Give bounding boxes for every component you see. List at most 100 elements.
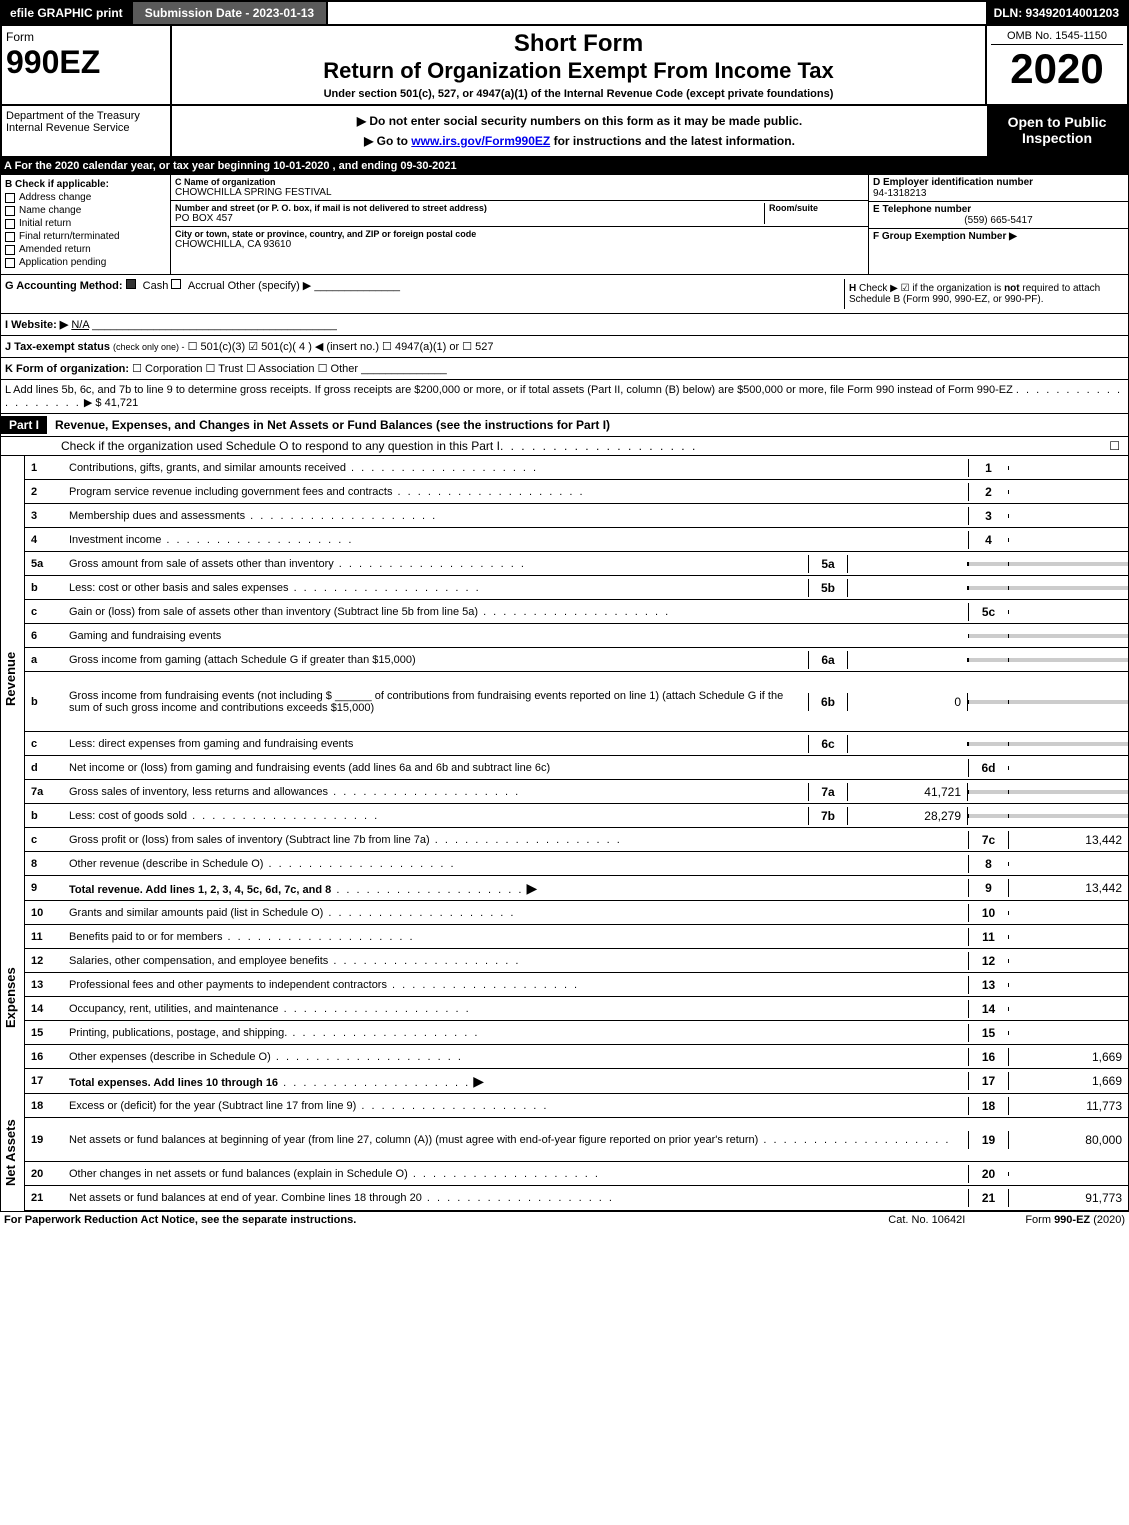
footer-catno: Cat. No. 10642I — [888, 1214, 965, 1226]
h-text1: Check ▶ ☑ if the organization is — [859, 283, 1004, 294]
line-6b: b Gross income from fundraising events (… — [25, 672, 1128, 732]
part1-check-text: Check if the organization used Schedule … — [61, 439, 500, 453]
cb-address-change[interactable]: Address change — [5, 192, 166, 203]
f-group-label: F Group Exemption Number ▶ — [873, 231, 1124, 242]
h-not: not — [1004, 283, 1020, 294]
cb-pending[interactable]: Application pending — [5, 257, 166, 268]
l-text: L Add lines 5b, 6c, and 7b to line 9 to … — [5, 384, 1013, 396]
line-1: 1 Contributions, gifts, grants, and simi… — [25, 456, 1128, 480]
line-16: 16 Other expenses (describe in Schedule … — [25, 1045, 1128, 1069]
cb-initial-return[interactable]: Initial return — [5, 218, 166, 229]
line-12: 12 Salaries, other compensation, and emp… — [25, 949, 1128, 973]
form-title-block: Short Form Return of Organization Exempt… — [172, 26, 987, 104]
org-address: PO BOX 457 — [175, 213, 764, 224]
h-label: H — [849, 283, 856, 294]
part1-check-row: Check if the organization used Schedule … — [0, 437, 1129, 456]
revenue-section: Revenue 1 Contributions, gifts, grants, … — [0, 456, 1129, 901]
i-label: I Website: ▶ — [5, 319, 68, 331]
line-6a: a Gross income from gaming (attach Sched… — [25, 648, 1128, 672]
netassets-side-label: Net Assets — [0, 1094, 24, 1211]
j-label: J Tax-exempt status — [5, 341, 110, 353]
section-c: C Name of organization CHOWCHILLA SPRING… — [171, 175, 868, 274]
line-7a: 7a Gross sales of inventory, less return… — [25, 780, 1128, 804]
footer-left: For Paperwork Reduction Act Notice, see … — [4, 1214, 356, 1226]
ein: 94-1318213 — [873, 188, 1124, 199]
dept-label: Department of the Treasury — [6, 110, 140, 122]
line-20: 20 Other changes in net assets or fund b… — [25, 1162, 1128, 1186]
website: N/A — [71, 319, 89, 331]
c-name-label: C Name of organization — [175, 177, 864, 187]
line-13: 13 Professional fees and other payments … — [25, 973, 1128, 997]
row-j: J Tax-exempt status (check only one) - ☐… — [0, 336, 1129, 358]
cb-name-change[interactable]: Name change — [5, 205, 166, 216]
omb-number: OMB No. 1545-1150 — [991, 30, 1123, 45]
dept-treasury: Department of the Treasury Internal Reve… — [2, 106, 172, 156]
line-5b: b Less: cost or other basis and sales ex… — [25, 576, 1128, 600]
page-footer: For Paperwork Reduction Act Notice, see … — [0, 1211, 1129, 1228]
irs-link[interactable]: www.irs.gov/Form990EZ — [411, 134, 550, 148]
revenue-side-label: Revenue — [0, 456, 24, 901]
year-block: OMB No. 1545-1150 2020 — [987, 26, 1127, 104]
section-bcd: B Check if applicable: Address change Na… — [0, 174, 1129, 275]
return-title: Return of Organization Exempt From Incom… — [176, 58, 981, 84]
expenses-section: Expenses 10 Grants and similar amounts p… — [0, 901, 1129, 1094]
line-6: 6 Gaming and fundraising events — [25, 624, 1128, 648]
line-9: 9 Total revenue. Add lines 1, 2, 3, 4, 5… — [25, 876, 1128, 900]
cb-accrual[interactable] — [171, 279, 181, 289]
line-7c: c Gross profit or (loss) from sales of i… — [25, 828, 1128, 852]
line-6c: c Less: direct expenses from gaming and … — [25, 732, 1128, 756]
part1-check[interactable]: ☐ — [1109, 439, 1128, 453]
line-4: 4 Investment income 4 — [25, 528, 1128, 552]
j-sub: (check only one) - — [113, 342, 185, 352]
part1-header: Part I Revenue, Expenses, and Changes in… — [0, 414, 1129, 437]
line-2: 2 Program service revenue including gove… — [25, 480, 1128, 504]
line-21: 21 Net assets or fund balances at end of… — [25, 1186, 1128, 1210]
org-name: CHOWCHILLA SPRING FESTIVAL — [175, 187, 864, 198]
cb-amended[interactable]: Amended return — [5, 244, 166, 255]
expenses-side-label: Expenses — [0, 901, 24, 1094]
line-6d: d Net income or (loss) from gaming and f… — [25, 756, 1128, 780]
g-label: G Accounting Method: — [5, 280, 123, 292]
line-a: A For the 2020 calendar year, or tax yea… — [0, 158, 1129, 174]
form-990ez: 990EZ — [6, 44, 166, 81]
line-10: 10 Grants and similar amounts paid (list… — [25, 901, 1128, 925]
form-header: Form 990EZ Short Form Return of Organiza… — [0, 26, 1129, 106]
k-label: K Form of organization: — [5, 363, 129, 375]
row-gh: G Accounting Method: Cash Accrual Other … — [0, 275, 1129, 314]
line-8: 8 Other revenue (describe in Schedule O)… — [25, 852, 1128, 876]
note2-pre: ▶ Go to — [364, 134, 411, 148]
row-h: H Check ▶ ☑ if the organization is not r… — [844, 279, 1124, 309]
row-k: K Form of organization: ☐ Corporation ☐ … — [0, 358, 1129, 380]
k-opts: ☐ Corporation ☐ Trust ☐ Association ☐ Ot… — [132, 363, 358, 375]
line-7b: b Less: cost of goods sold 7b 28,279 — [25, 804, 1128, 828]
b-label: B Check if applicable: — [5, 179, 166, 190]
l-amount: ▶ $ 41,721 — [84, 397, 138, 409]
phone: (559) 665-5417 — [873, 215, 1124, 226]
line-18: 18 Excess or (deficit) for the year (Sub… — [25, 1094, 1128, 1118]
cb-cash[interactable] — [126, 279, 136, 289]
submission-date: Submission Date - 2023-01-13 — [131, 2, 328, 24]
line-3: 3 Membership dues and assessments 3 — [25, 504, 1128, 528]
efile-label: efile GRAPHIC print — [2, 2, 131, 24]
note2: ▶ Go to www.irs.gov/Form990EZ for instru… — [180, 134, 979, 148]
row-l: L Add lines 5b, 6c, and 7b to line 9 to … — [0, 380, 1129, 414]
note1: ▶ Do not enter social security numbers o… — [180, 114, 979, 128]
line-14: 14 Occupancy, rent, utilities, and maint… — [25, 997, 1128, 1021]
line-19: 19 Net assets or fund balances at beginn… — [25, 1118, 1128, 1162]
header-notes: ▶ Do not enter social security numbers o… — [172, 106, 987, 156]
d-ein-label: D Employer identification number — [873, 177, 1124, 188]
row-i: I Website: ▶ N/A _______________________… — [0, 314, 1129, 336]
short-form-label: Short Form — [176, 30, 981, 58]
form-header-row2: Department of the Treasury Internal Reve… — [0, 106, 1129, 158]
org-city: CHOWCHILLA, CA 93610 — [175, 239, 864, 250]
open-inspection: Open to Public Inspection — [987, 106, 1127, 156]
tax-year: 2020 — [991, 45, 1123, 93]
irs-label: Internal Revenue Service — [6, 122, 130, 134]
cb-final-return[interactable]: Final return/terminated — [5, 231, 166, 242]
section-def: D Employer identification number 94-1318… — [868, 175, 1128, 274]
c-city-label: City or town, state or province, country… — [175, 229, 864, 239]
line-5c: c Gain or (loss) from sale of assets oth… — [25, 600, 1128, 624]
part1-title: Revenue, Expenses, and Changes in Net As… — [47, 418, 610, 432]
netassets-section: Net Assets 18 Excess or (deficit) for th… — [0, 1094, 1129, 1211]
form-label: Form — [6, 30, 166, 44]
